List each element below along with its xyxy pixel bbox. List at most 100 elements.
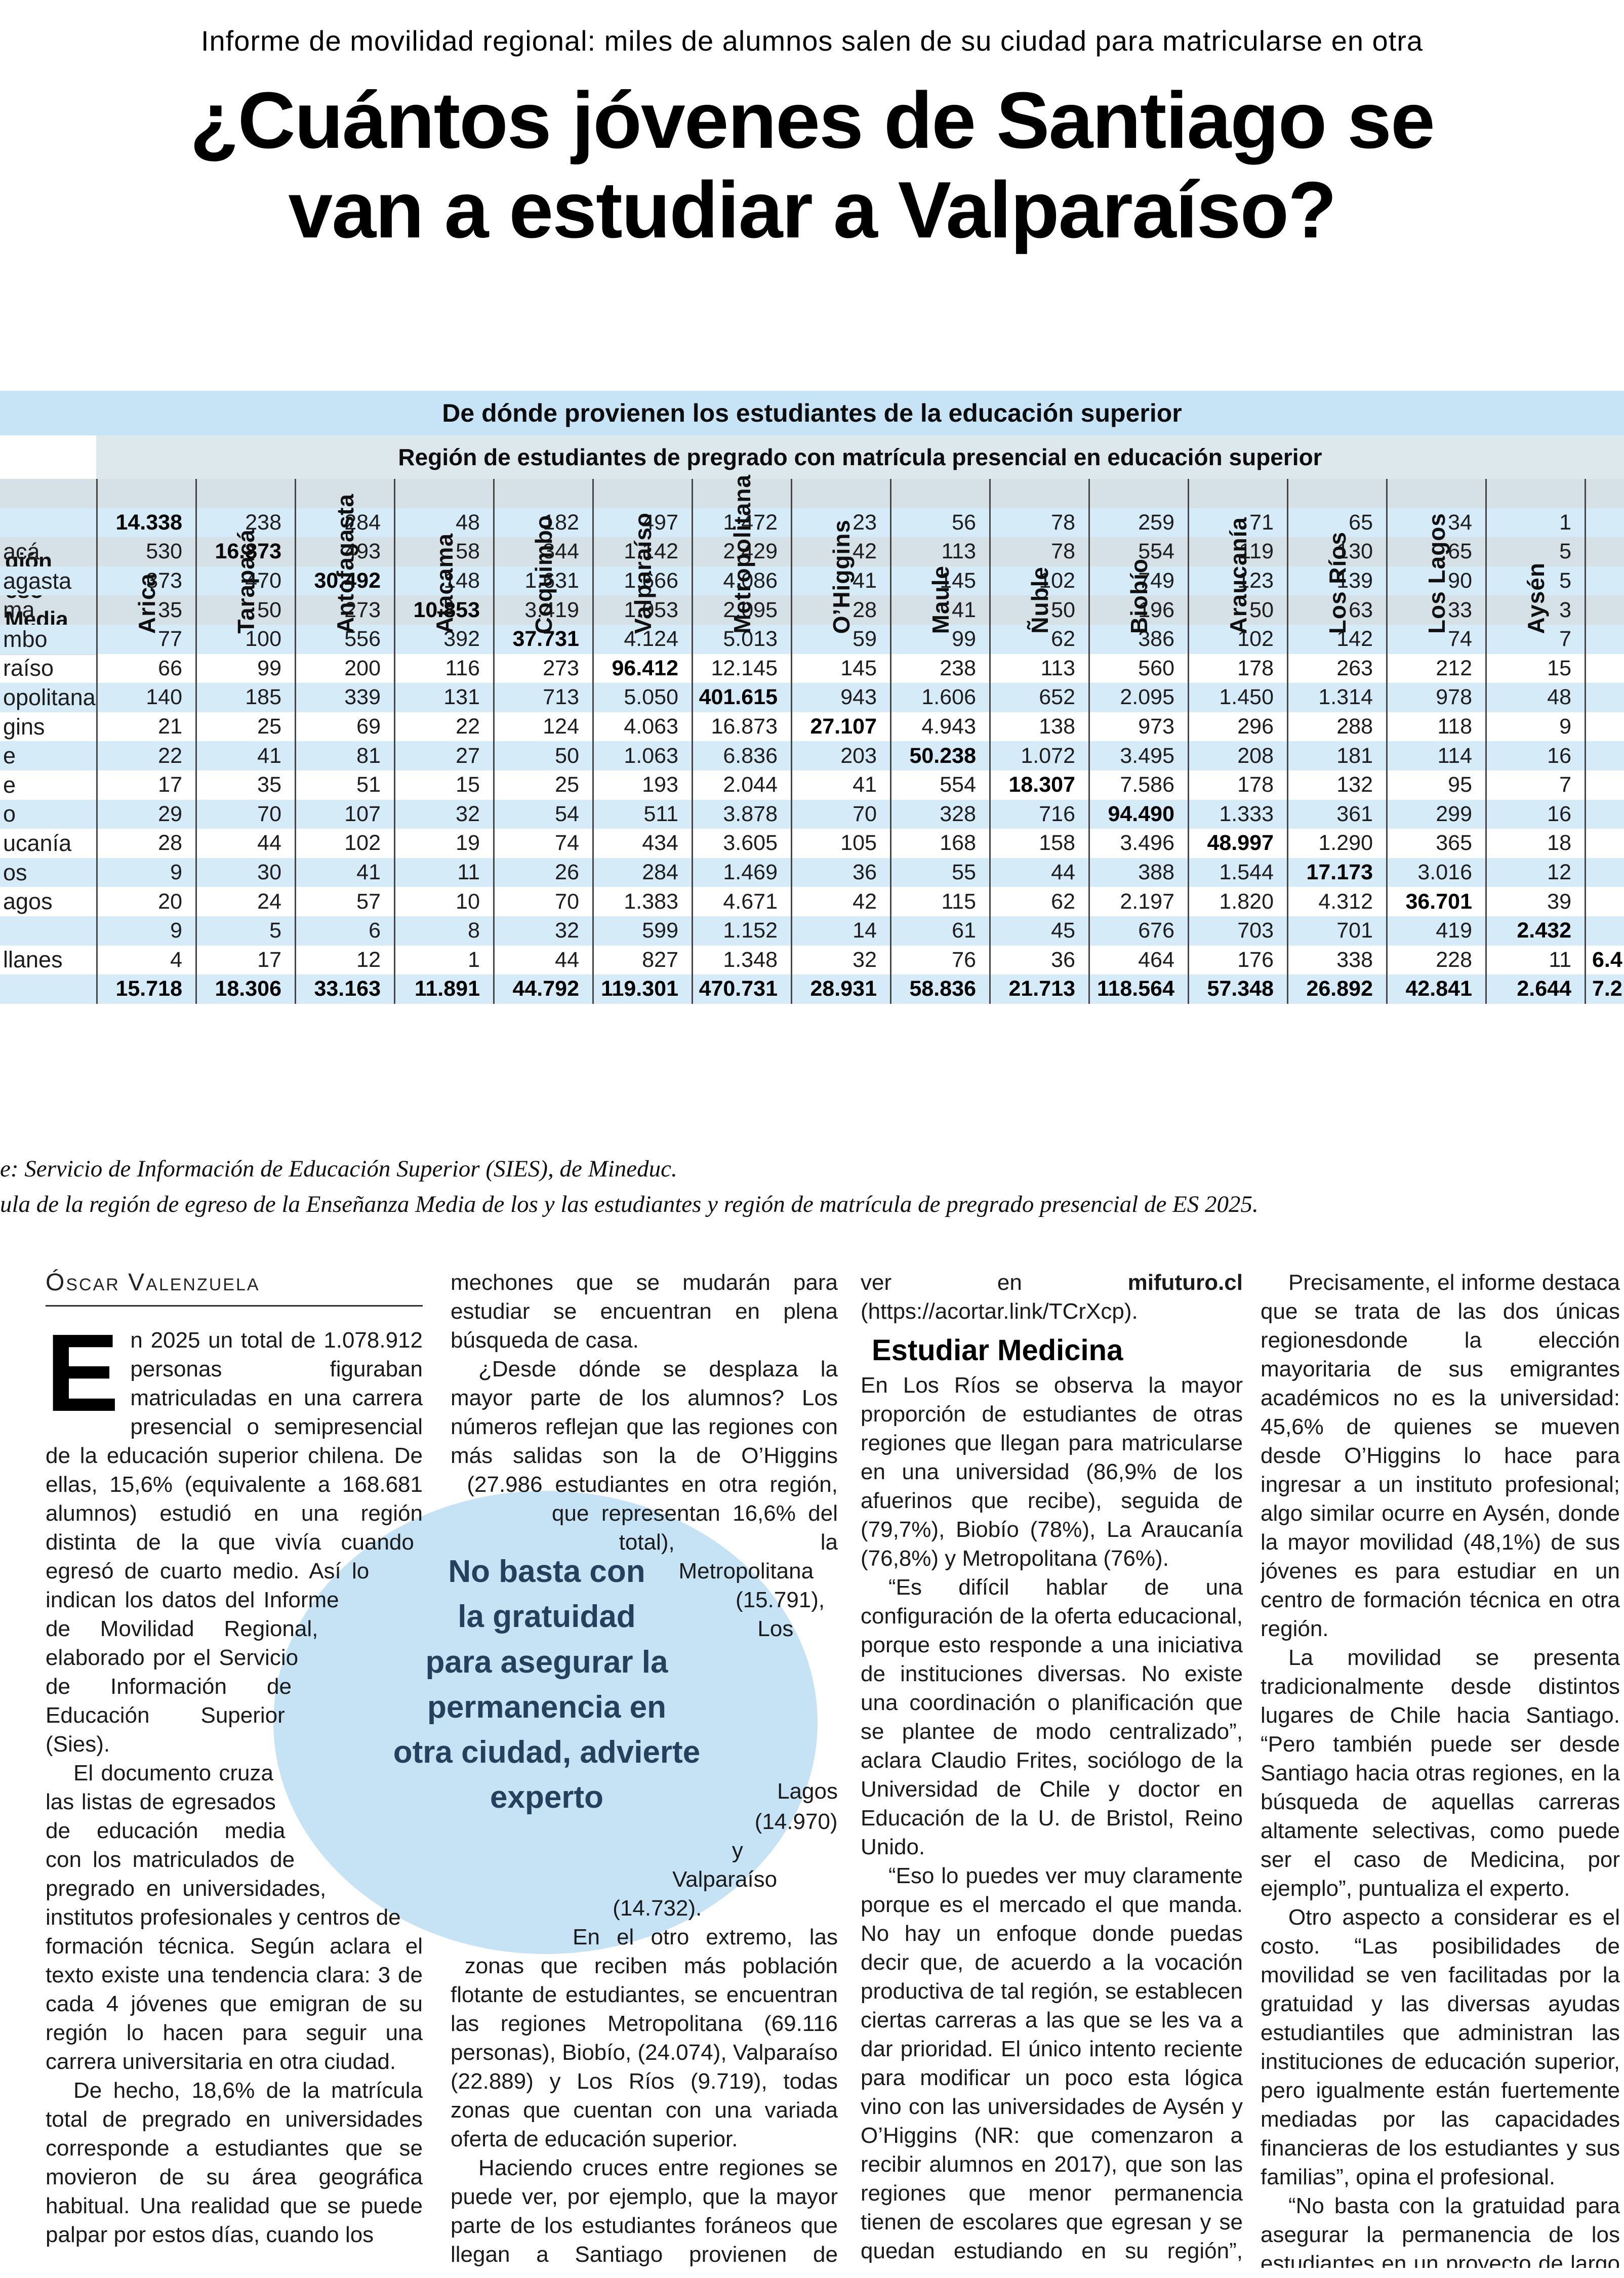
table-cell: 365 xyxy=(1386,829,1485,858)
table-cell: 118 xyxy=(1386,712,1485,742)
row-label: ucanía xyxy=(3,830,72,856)
table-cell: 25 xyxy=(493,770,592,800)
table-cell: 1.469 xyxy=(692,858,791,887)
table-cell: 119 xyxy=(1188,537,1287,566)
byline: Óscar Valenzuela xyxy=(46,1269,260,1296)
table-cell: 17.173 xyxy=(1287,858,1386,887)
table-cell: 9 xyxy=(1485,712,1585,742)
table-cell: 70 xyxy=(195,799,295,829)
table-cell: 55 xyxy=(890,858,989,887)
table-cell: 27.107 xyxy=(791,712,890,742)
infographic-subtitle: Región de estudiantes de pregrado con ma… xyxy=(96,435,1624,479)
table-cell: 30.492 xyxy=(295,566,394,596)
table-cell: 25 xyxy=(195,712,295,742)
table-corner-gap xyxy=(0,435,96,479)
table-cell: 511 xyxy=(592,799,692,829)
table-cell: 238 xyxy=(195,508,295,538)
page-title: ¿Cuántos jóvenes de Santiago se van a es… xyxy=(190,76,1435,255)
table-cell: 3.016 xyxy=(1386,858,1485,887)
column-header-Araucanía: Araucanía xyxy=(1188,479,1287,642)
table-cell: 5 xyxy=(1485,566,1585,596)
table-cell: 95 xyxy=(1386,770,1485,800)
table-cell: 37.731 xyxy=(493,624,592,654)
table-cell: 42 xyxy=(791,887,890,916)
table-cell: 2.644 xyxy=(1485,974,1585,1004)
table-cell: 401.615 xyxy=(692,683,791,712)
table-cell: 344 xyxy=(493,537,592,566)
table-cell: 61 xyxy=(890,916,989,946)
table-cell: 7.586 xyxy=(1088,770,1188,800)
column-header-Maule: Maule xyxy=(890,479,989,642)
table-cell: 19 xyxy=(394,829,493,858)
column-header-Los Ríos: Los Ríos xyxy=(1287,479,1386,642)
column-header-Los Lagos: Los Lagos xyxy=(1386,479,1485,642)
table-cell: 41 xyxy=(890,595,989,625)
table-cell: 74 xyxy=(1386,624,1485,654)
row-label: os xyxy=(0,858,96,887)
table-cell: 6 xyxy=(295,916,394,946)
table-cell: 168 xyxy=(890,829,989,858)
table-cell: 4.671 xyxy=(692,887,791,916)
table-cell: 1 xyxy=(1485,508,1585,538)
table-cell: 4.943 xyxy=(890,712,989,742)
table-cell: 2.432 xyxy=(1485,916,1585,946)
table-cell: 59 xyxy=(791,624,890,654)
table-cell: 1.072 xyxy=(989,741,1088,770)
table-cell: 3.605 xyxy=(692,829,791,858)
table-cell: 497 xyxy=(592,508,692,538)
table-cell: 26.892 xyxy=(1287,974,1386,1004)
table-cell: 11 xyxy=(1485,945,1585,975)
column-header-Valparaíso: Valparaíso xyxy=(592,479,692,642)
table-cell: 132 xyxy=(1287,770,1386,800)
table-cell: 208 xyxy=(1188,741,1287,770)
table-cell: 10.853 xyxy=(394,595,493,625)
table-cell: 124 xyxy=(493,712,592,742)
table-cell: 114 xyxy=(1386,741,1485,770)
row-label xyxy=(0,974,96,1004)
table-cell: 3.419 xyxy=(493,595,592,625)
table-cell-cutoff: 7.2 xyxy=(1585,974,1624,1004)
table-cell: 33.163 xyxy=(295,974,394,1004)
table-cell: 29 xyxy=(96,799,195,829)
table-cell: 200 xyxy=(295,654,394,683)
table-cell: 212 xyxy=(1386,654,1485,683)
table-cell: 62 xyxy=(989,887,1088,916)
article-paragraph: Otro aspecto a considerar es el costo. “… xyxy=(1261,1905,1620,2189)
table-cell: 273 xyxy=(493,654,592,683)
article-paragraph: Precisamente, el informe destaca que se … xyxy=(1261,1270,1620,1641)
table-cell: 7 xyxy=(1485,770,1585,800)
table-cell: 827 xyxy=(592,945,692,975)
table-cell: 178 xyxy=(1188,654,1287,683)
table-cell: 36 xyxy=(989,945,1088,975)
table-cell: 386 xyxy=(1088,624,1188,654)
table-cell: 107 xyxy=(295,799,394,829)
byline-rule xyxy=(46,1305,423,1307)
table-cell: 652 xyxy=(989,683,1088,712)
table-cell: 228 xyxy=(1386,945,1485,975)
source-note: e: Servicio de Información de Educación … xyxy=(0,1156,677,1182)
table-cell: 76 xyxy=(890,945,989,975)
table-cell: 138 xyxy=(989,712,1088,742)
table-cell: 62 xyxy=(989,624,1088,654)
table-cell: 203 xyxy=(791,741,890,770)
table-cell: 69 xyxy=(295,712,394,742)
table-cell: 701 xyxy=(1287,916,1386,946)
table-cell: 32 xyxy=(791,945,890,975)
table-cell: 9 xyxy=(96,916,195,946)
table-cell: 99 xyxy=(195,654,295,683)
table-cell: 1.152 xyxy=(692,916,791,946)
table-cell: 16 xyxy=(1485,741,1585,770)
table-cell: 22 xyxy=(96,741,195,770)
article-subheading: Estudiar Medicina xyxy=(872,1334,1123,1367)
table-cell: 716 xyxy=(989,799,1088,829)
table-cell: 94.490 xyxy=(1088,799,1188,829)
table-cell: 373 xyxy=(96,566,195,596)
table-cell: 44 xyxy=(989,858,1088,887)
table-cell-cutoff xyxy=(1585,858,1624,887)
table-cell: 118.564 xyxy=(1088,974,1188,1004)
table-cell: 1.383 xyxy=(592,887,692,916)
column-header-Atacama: Atacama xyxy=(394,479,493,642)
table-cell: 560 xyxy=(1088,654,1188,683)
article-paragraph: mechones que se mudarán para estudiar se… xyxy=(451,1270,838,1353)
